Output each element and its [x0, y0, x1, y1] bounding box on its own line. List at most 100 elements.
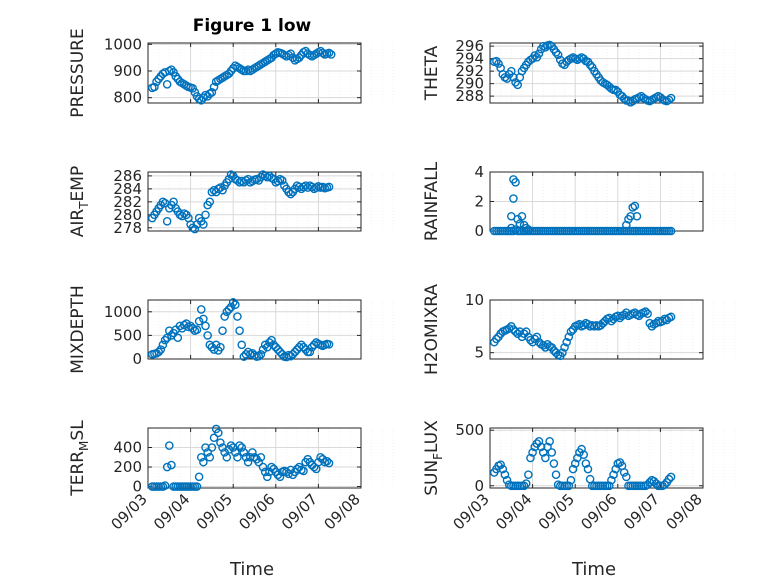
data-point [192, 325, 202, 335]
x-tick-label: 09/05 [193, 490, 236, 533]
x-tick-label: 09/03 [450, 490, 493, 533]
data-point [162, 80, 172, 89]
data-point [256, 172, 266, 182]
data-point [288, 349, 298, 359]
data-point [604, 481, 614, 491]
data-point [299, 342, 308, 352]
data-point [211, 340, 221, 350]
data-point [262, 472, 272, 482]
data-point [607, 475, 616, 485]
data-point [243, 347, 253, 357]
data-point [564, 481, 574, 491]
data-point [643, 309, 652, 318]
data-point [517, 211, 527, 221]
x-tick-label: 09/04 [492, 490, 535, 533]
data-point [167, 460, 176, 470]
data-point [258, 345, 268, 354]
data-point [609, 470, 618, 479]
y-axis-label: MIXDEPTH [68, 285, 88, 374]
data-point [162, 462, 172, 472]
data-point [297, 340, 306, 350]
data-point [286, 465, 296, 475]
data-point [199, 457, 208, 467]
data-point [162, 216, 172, 226]
data-point [666, 312, 676, 322]
y-tick-label: 286 [113, 167, 142, 185]
data-point [566, 327, 576, 336]
data-point [231, 448, 240, 457]
data-point [524, 470, 533, 479]
data-point [226, 441, 236, 450]
data-point [566, 475, 576, 485]
data-point [538, 448, 548, 457]
data-point [649, 477, 659, 486]
data-point [205, 340, 215, 350]
y-tick-label: 294 [455, 50, 484, 68]
data-point [666, 472, 676, 482]
subplot-h2omixra: 5 10 H2OMIXRA [422, 284, 736, 375]
data-point [560, 343, 569, 352]
data-point [611, 85, 620, 95]
data-point [318, 48, 327, 58]
data-point [307, 342, 317, 352]
data-point [511, 327, 520, 336]
data-point [260, 340, 270, 350]
data-point [619, 310, 629, 320]
data-point [160, 335, 170, 345]
y-tick-label: 0 [474, 477, 484, 495]
data-point [231, 300, 240, 310]
data-point [305, 347, 315, 357]
data-point [173, 333, 183, 343]
data-point [622, 472, 631, 482]
data-point [524, 225, 533, 234]
data-point [205, 452, 215, 462]
data-point [660, 480, 669, 489]
data-point [536, 442, 546, 452]
data-point [154, 347, 163, 357]
x-tick-label: 09/05 [535, 490, 578, 533]
data-point [216, 342, 225, 352]
data-point [643, 480, 652, 489]
data-point [570, 459, 580, 468]
axes-box [147, 427, 362, 489]
data-point [500, 470, 510, 479]
data-point [164, 441, 174, 450]
data-point [322, 456, 332, 466]
y-tick-label: 1000 [104, 35, 142, 53]
y-tick-label: 282 [113, 193, 142, 211]
data-point [299, 466, 308, 476]
x-tick-label: 09/07 [278, 490, 321, 533]
data-point [666, 226, 676, 236]
data-point [611, 464, 620, 474]
data-point [545, 437, 554, 446]
data-point [213, 428, 223, 438]
data-point [664, 95, 674, 105]
data-point [549, 459, 559, 468]
y-tick-label: 0 [474, 222, 484, 240]
y-tick-label: 280 [113, 206, 142, 224]
y-tick-label: 900 [113, 62, 142, 80]
y-axis-label: RAINFALL [422, 161, 442, 241]
y-tick-label: 200 [113, 458, 142, 476]
data-point [224, 305, 234, 314]
data-point [250, 350, 259, 360]
data-point [309, 340, 319, 350]
data-point [509, 194, 518, 203]
data-point [541, 453, 550, 463]
x-tick-label: 09/06 [577, 490, 620, 533]
data-point [530, 51, 540, 60]
data-point [233, 312, 242, 321]
data-point [220, 312, 229, 321]
data-point [307, 182, 317, 192]
data-point [237, 340, 247, 350]
data-point [192, 482, 202, 491]
data-point [237, 443, 247, 452]
y-tick-label: 288 [455, 87, 484, 105]
data-point [628, 203, 638, 212]
data-point [521, 223, 531, 233]
data-point [201, 210, 210, 220]
data-point [188, 324, 198, 333]
